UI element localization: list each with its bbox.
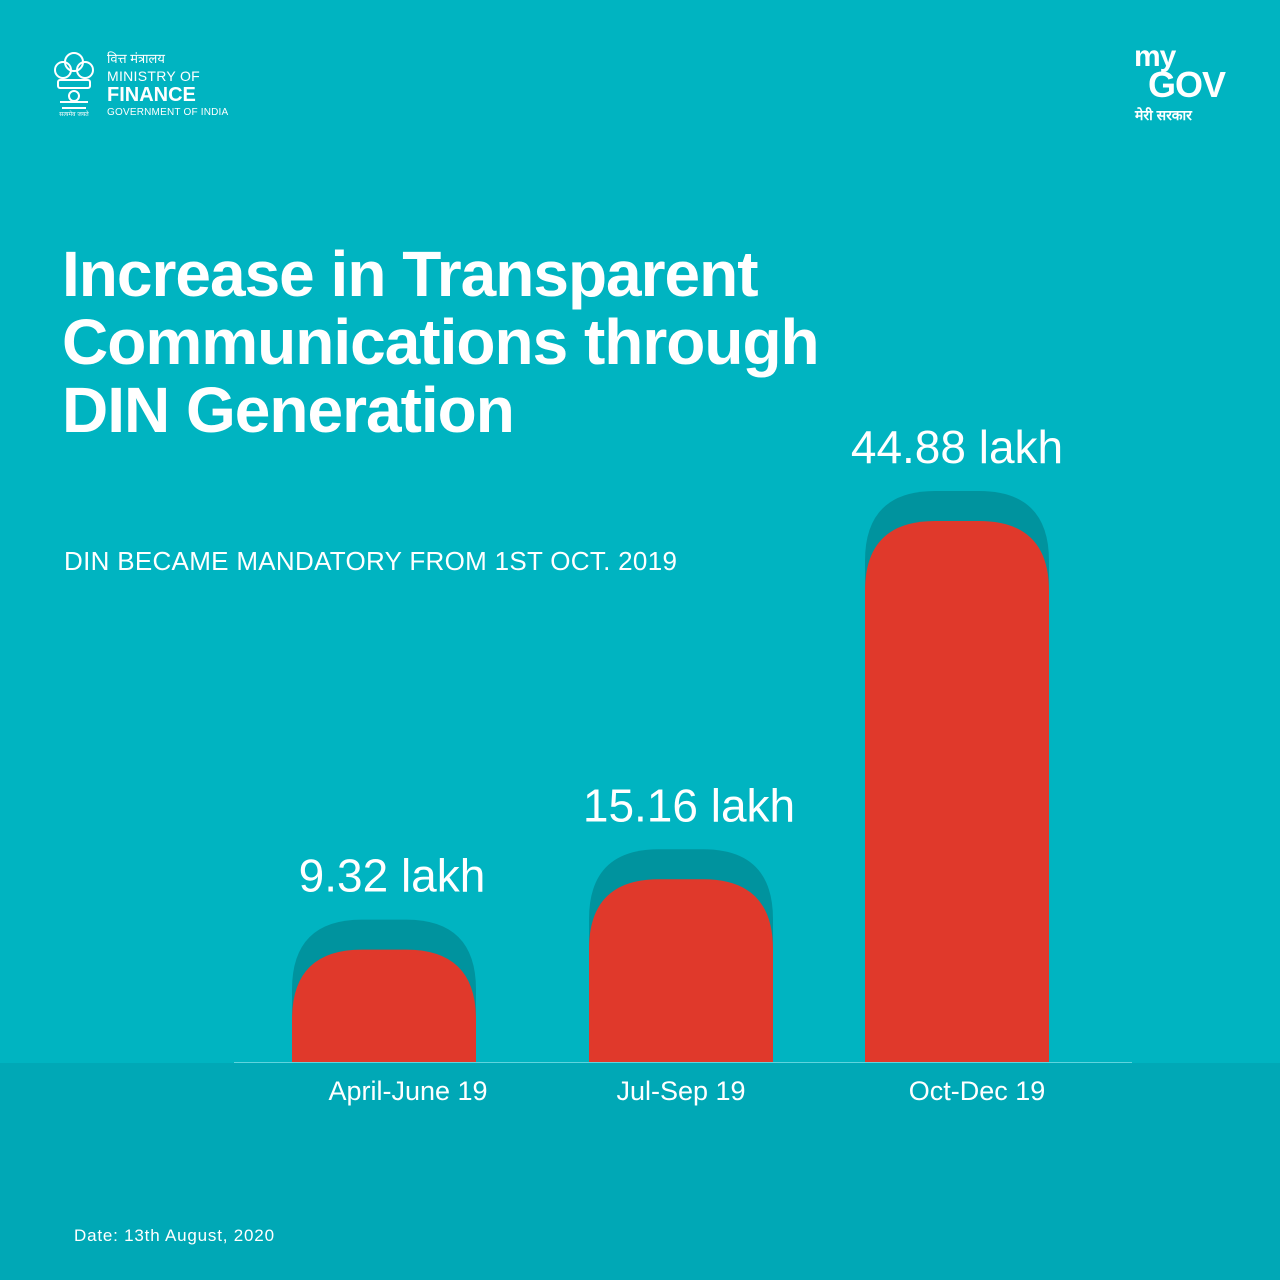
ministry-line-1: MINISTRY OF [107, 68, 201, 84]
bottom-band [0, 1063, 1280, 1280]
ministry-line-3: GOVERNMENT OF INDIA [107, 107, 229, 118]
mygov-logo-my: my [1134, 40, 1176, 73]
ministry-hindi-name: वित्त मंत्रालय [107, 51, 165, 66]
category-label: Jul-Sep 19 [616, 1076, 745, 1106]
mygov-logo-hindi: मेरी सरकार [1135, 107, 1192, 123]
mygov-logo: my GOV मेरी सरकार [1132, 40, 1242, 128]
data-label: 9.32 lakh [299, 850, 486, 902]
category-label: April-June 19 [328, 1076, 487, 1106]
mygov-logo-gov: GOV [1148, 64, 1226, 105]
data-label: 44.88 lakh [851, 421, 1063, 473]
ministry-line-2: FINANCE [107, 84, 196, 106]
national-emblem-icon: सत्यमेव जयते [54, 52, 94, 118]
bar [865, 521, 1049, 1062]
category-label: Oct-Dec 19 [909, 1076, 1046, 1106]
data-label: 15.16 lakh [583, 779, 795, 831]
chart-subtitle: DIN BECAME MANDATORY FROM 1ST OCT. 2019 [64, 546, 678, 576]
chart-title: Increase in Transparent Communications t… [62, 238, 820, 446]
date-footer: Date: 13th August, 2020 [74, 1226, 275, 1245]
bar [589, 879, 773, 1062]
svg-text:सत्यमेव जयते: सत्यमेव जयते [59, 110, 89, 118]
chart-baseline [234, 1062, 1132, 1063]
bar [292, 949, 476, 1062]
